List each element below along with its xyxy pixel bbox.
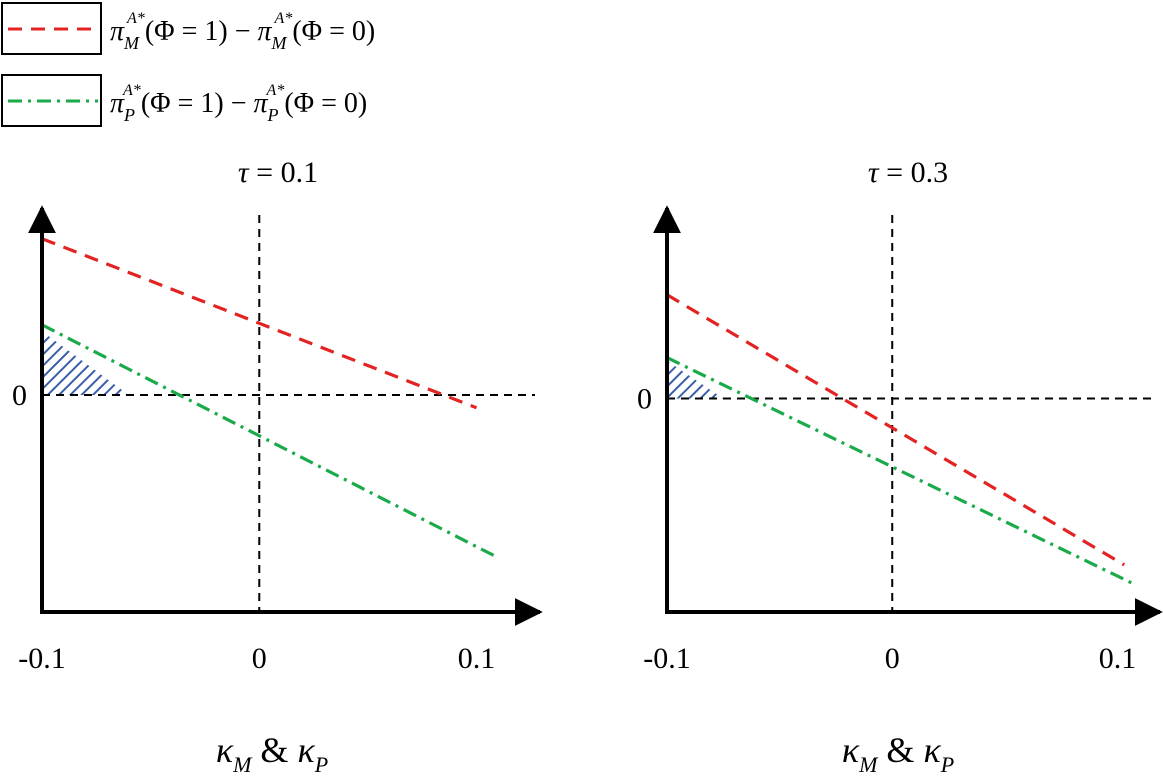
legend: πMA*(Φ = 1) − πMA*(Φ = 0) πPA*(Φ = 1) − …	[1, 2, 375, 127]
y-tick-label: 0	[637, 382, 652, 415]
legend-entry-p: πPA*(Φ = 1) − πPA*(Φ = 0)	[1, 74, 367, 127]
x-tick-label: -0.1	[643, 642, 691, 675]
legend-text-p: πPA*(Φ = 1) − πPA*(Φ = 0)	[110, 82, 367, 125]
x-tick-label: 0	[885, 642, 900, 675]
panel-tau-0-1: τ = 0.1 -0.1 0 0.1 0 κM & κP	[12, 156, 543, 777]
shaded-region	[667, 360, 724, 399]
series-line-p	[41, 323, 500, 560]
panel-title: τ = 0.1	[238, 156, 318, 189]
x-tick-label: 0.1	[1099, 642, 1137, 675]
x-axis-label: κM & κP	[216, 730, 328, 777]
y-tick-label: 0	[12, 379, 27, 412]
x-tick-label: 0	[252, 642, 267, 675]
series-line-m	[666, 293, 1126, 567]
x-axis-label: κM & κP	[842, 730, 954, 777]
x-tick-label: -0.1	[18, 642, 66, 675]
series-line-p	[666, 356, 1134, 586]
shaded-region	[42, 331, 129, 396]
panel-title: τ = 0.3	[868, 156, 948, 189]
legend-entry-m: πMA*(Φ = 1) − πMA*(Φ = 0)	[1, 2, 375, 55]
x-tick-label: 0.1	[458, 642, 496, 675]
panel-tau-0-3: τ = 0.3 -0.1 0 0.1 0 κM & κP	[637, 156, 1163, 777]
series-line-m	[41, 237, 478, 410]
legend-text-m: πMA*(Φ = 1) − πMA*(Φ = 0)	[110, 10, 375, 53]
